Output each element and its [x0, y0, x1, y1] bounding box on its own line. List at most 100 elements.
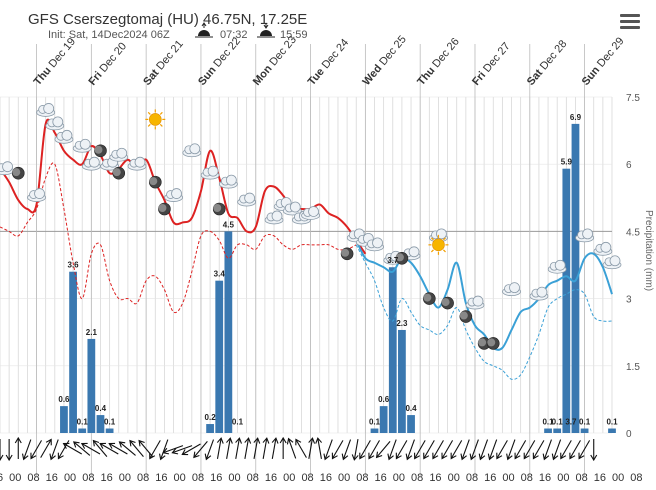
bar-value-label: 0.4 — [405, 404, 417, 413]
precipitation-bars — [60, 123, 616, 433]
hour-label: 00 — [174, 472, 186, 484]
bar-value-label: 0.1 — [552, 418, 564, 427]
precip-bar — [87, 338, 96, 433]
wind-arrow-icon — [244, 437, 252, 459]
cloud-icon — [465, 295, 485, 310]
wind-arrow-icon — [542, 439, 552, 461]
cloud-icon — [529, 286, 549, 301]
wind-arrow-icon — [129, 439, 144, 458]
wind-arrow-icon — [469, 439, 479, 461]
subtitle-row: Init: Sat, 14Dec2024 06Z 07:32 15:59 — [48, 22, 308, 41]
wind-arrow-icon — [40, 438, 52, 458]
day-label-date: Dec 25 — [377, 34, 409, 68]
day-label: Fri Dec 20 — [86, 40, 129, 88]
wind-arrow-icon — [359, 440, 371, 460]
moon-icon — [158, 202, 171, 216]
bar-value-label: 0.1 — [606, 418, 618, 427]
moon-icon — [441, 296, 454, 310]
hour-label: 16 — [155, 472, 167, 484]
wind-arrow-icon — [478, 439, 489, 461]
hour-label: 00 — [557, 472, 569, 484]
cloud-icon — [45, 116, 65, 131]
y-tick-label: 7.5 — [626, 93, 640, 104]
cloud-icon — [502, 282, 521, 297]
hour-label: 08 — [521, 472, 533, 484]
sunset-time: 15:59 — [280, 29, 308, 41]
wind-arrow-icon — [262, 437, 270, 459]
wind-arrow-icon — [295, 438, 307, 458]
day-label-date: Dec 20 — [97, 40, 129, 74]
cloud-icon — [27, 188, 46, 202]
moon-icon — [11, 166, 25, 180]
y-tick-label: 3 — [626, 295, 632, 306]
day-label: Thu Dec 26 — [415, 36, 462, 88]
wind-arrow-icon — [375, 440, 391, 459]
bar-value-label: 0.1 — [104, 418, 116, 427]
wind-arrow-icon — [253, 437, 261, 459]
cloud-icon — [301, 206, 320, 220]
wind-arrow-icon — [0, 439, 4, 462]
bar-value-label: 0.1 — [232, 418, 244, 427]
precip-bar — [69, 271, 77, 433]
wind-arrow-icon — [569, 440, 581, 460]
cloud-icon — [72, 138, 92, 153]
hour-label: 08 — [247, 472, 259, 484]
wind-arrow-icon — [331, 440, 344, 460]
wind-arrow-icon — [551, 439, 562, 461]
moon-icon — [148, 175, 162, 189]
wind-arrow-icon — [235, 437, 243, 459]
wind-arrow-icon — [423, 440, 435, 460]
bar-value-label: 3.7 — [387, 256, 399, 265]
day-label-date: Dec 21 — [154, 38, 186, 72]
hour-label: 08 — [575, 472, 587, 484]
hour-label: 16 — [375, 472, 387, 484]
wind-arrow-icon — [308, 437, 316, 459]
wind-arrow-icon — [323, 439, 333, 461]
hour-label: 16 — [594, 472, 606, 484]
wind-arrow-icon — [80, 442, 101, 455]
hour-label: 08 — [137, 472, 149, 484]
hour-label: 08 — [630, 472, 642, 484]
weather-icons — [0, 103, 622, 350]
hour-label: 08 — [411, 472, 423, 484]
temperature-min-line — [0, 162, 357, 314]
wind-arrow-icon — [108, 442, 128, 455]
wind-arrow-icon — [341, 439, 352, 461]
day-label-date: Dec 28 — [538, 38, 570, 72]
wind-arrow-icon — [395, 440, 408, 460]
wind-arrow-icon — [578, 440, 591, 460]
wind-arrow-icon — [226, 437, 233, 459]
sunrise-time: 07:32 — [220, 29, 248, 41]
wind-arrow-icon — [532, 440, 545, 460]
day-label: Sun Dec 29 — [580, 35, 627, 88]
y-tick-label: 6 — [626, 160, 632, 171]
cloud-icon — [164, 188, 183, 202]
chart-title: GFS Cserszegtomaj (HU) 46.75N, 17.25E — [28, 11, 307, 28]
precip-bar — [562, 168, 571, 433]
day-label: Wed Dec 25 — [360, 34, 408, 88]
wind-arrow-icon — [271, 437, 279, 459]
precip-bar — [379, 406, 388, 433]
wind-arrow-icon — [351, 439, 359, 461]
y-axis-ticks: 0 1.5 3 4.5 6 7.5 — [626, 93, 640, 440]
precip-bar — [224, 231, 233, 433]
day-label: Thu Dec 19 — [32, 36, 79, 88]
cloud-icon — [109, 147, 129, 162]
wind-arrow-icon — [460, 439, 470, 461]
menu-icon[interactable] — [620, 14, 640, 32]
precip-bar — [553, 428, 562, 433]
bar-value-label: 0.1 — [542, 418, 554, 427]
day-label: Mon Dec 23 — [251, 34, 299, 88]
cloud-icon — [547, 259, 567, 274]
day-label-date: Dec 27 — [481, 40, 513, 74]
bar-value-label: 4.5 — [223, 220, 235, 229]
bar-value-label: 0.2 — [205, 413, 217, 422]
wind-arrow-icon — [14, 436, 22, 459]
wind-arrow-icon — [514, 440, 527, 460]
precip-bar — [398, 329, 406, 433]
moon-icon — [340, 247, 354, 261]
wind-arrow-icon — [21, 439, 32, 461]
wind-arrow-icon — [315, 437, 323, 459]
precip-bar — [105, 428, 114, 433]
